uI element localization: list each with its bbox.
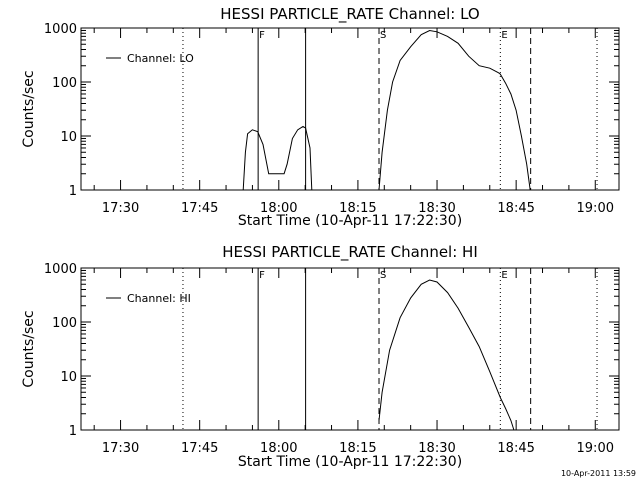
panel-lo: HESSI PARTICLE_RATE Channel: LO 1 10 100 100… [21,5,620,229]
legend-label: Channel: HI [127,292,191,305]
y-tick-label: 100 [52,316,77,331]
y-tick-label: 10 [60,130,77,145]
event-marker-label: F [259,270,265,281]
y-tick-label: 100 [52,76,77,91]
y-tick-label: 10 [60,370,77,385]
legend-label: Channel: LO [127,52,194,65]
y-tick-label: 1 [69,424,77,439]
x-tick-label: 19:00 [577,441,614,456]
event-marker-label: F [259,30,265,41]
event-marker-label: E [501,30,507,41]
y-tick-label: 1 [69,184,77,199]
chart-title: HESSI PARTICLE_RATE Channel: HI [222,243,478,262]
x-tick-label: 18:30 [418,441,455,456]
y-axis-label: Counts/sec [21,70,37,147]
panel-hi: HESSI PARTICLE_RATE Channel: HI 1 10 100 100… [21,243,620,470]
x-tick-label: 17:45 [181,201,218,216]
x-tick-label: 18:15 [339,201,376,216]
x-axis-label: Start Time (10-Apr-11 17:22:30) [238,454,462,470]
x-tick-label: 18:45 [497,201,534,216]
y-tick-label: 1000 [44,262,77,277]
y-tick-label: 1000 [44,22,77,37]
series-line [378,29,531,191]
series-line [378,279,515,431]
event-marker-label: S [380,30,386,41]
event-marker-label: S [380,270,386,281]
chart-title: HESSI PARTICLE_RATE Channel: LO [220,5,479,24]
x-axis-label: Start Time (10-Apr-11 17:22:30) [238,213,462,229]
x-tick-label: 18:45 [497,441,534,456]
x-tick-label: 17:30 [102,441,139,456]
plot-frame [80,27,620,191]
x-tick-label: 17:45 [181,441,218,456]
x-tick-label: 18:00 [260,201,297,216]
x-tick-label: 18:30 [418,201,455,216]
timestamp-footer: 10-Apr-2011 13:59 [560,469,636,478]
x-tick-label: 17:30 [102,201,139,216]
x-tick-label: 18:15 [339,441,376,456]
x-tick-label: 19:00 [577,201,614,216]
series-line [242,125,313,191]
plot-frame [80,267,620,431]
event-marker-label: E [501,270,507,281]
y-axis-label: Counts/sec [21,310,37,387]
x-tick-label: 18:00 [260,441,297,456]
